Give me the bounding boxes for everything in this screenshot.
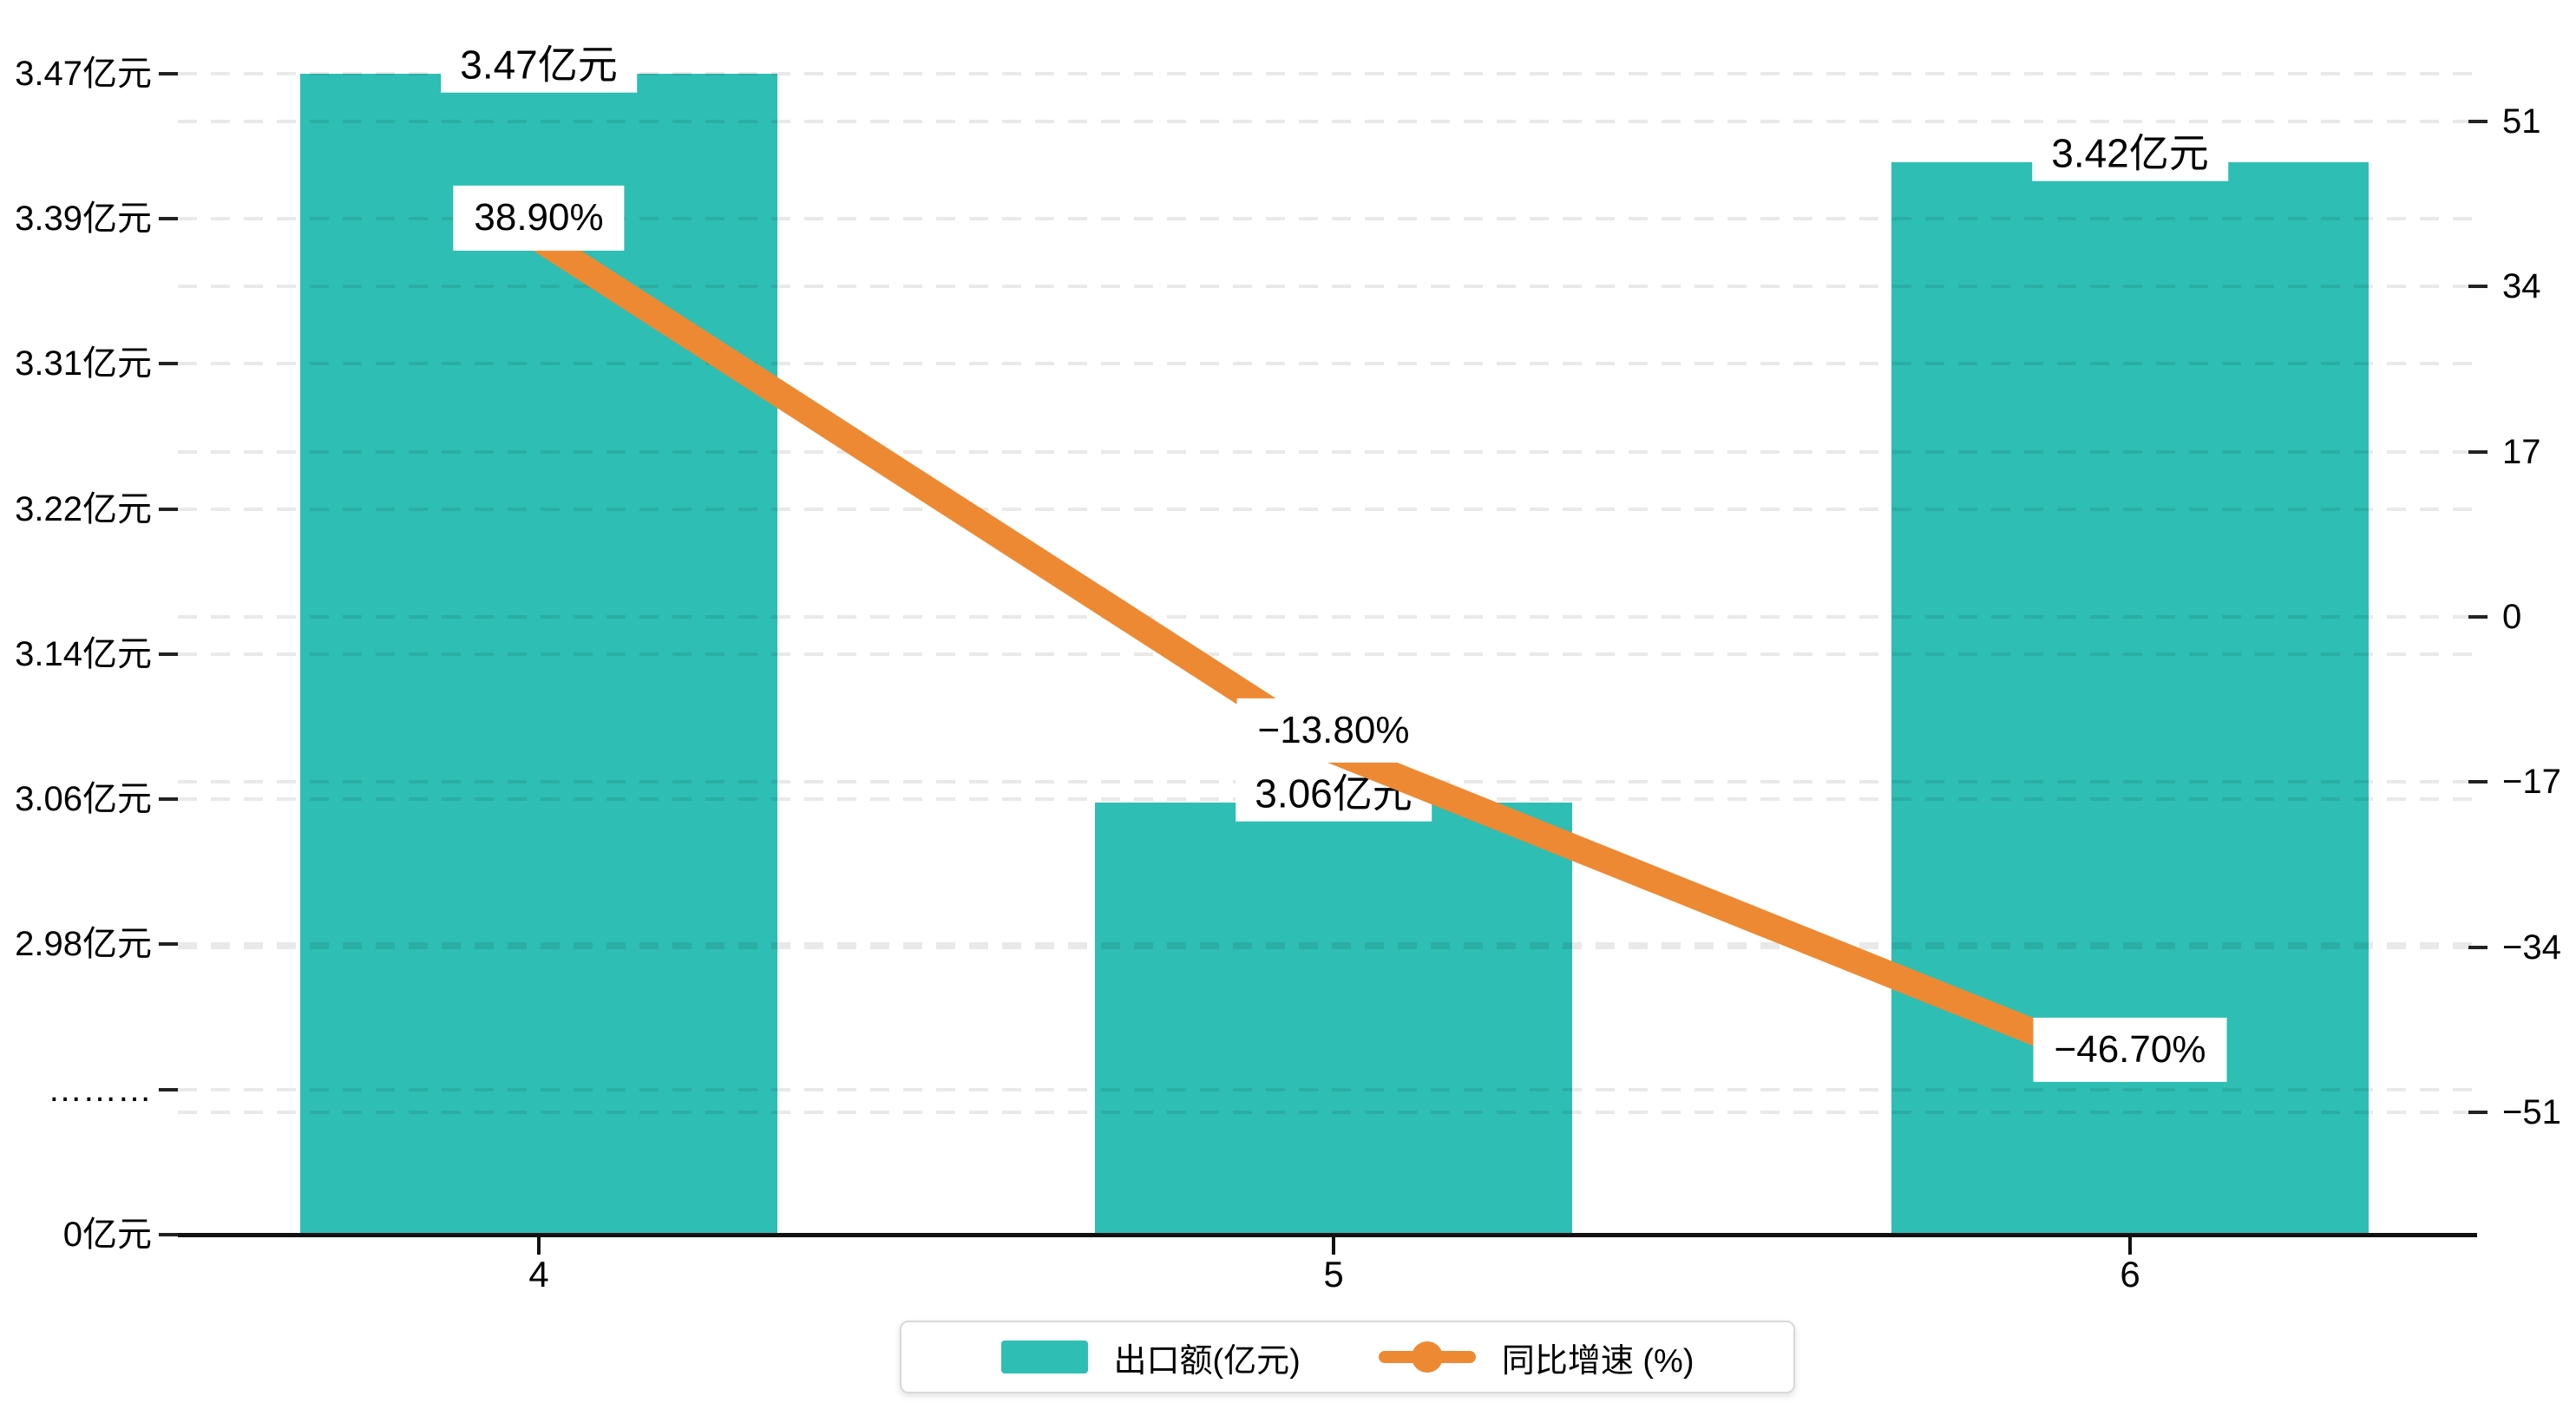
x-axis-label: 5: [1323, 1254, 1344, 1295]
left-axis-tick-label: 0亿元: [62, 1216, 152, 1254]
right-axis-tick: [2468, 119, 2488, 123]
left-axis-tick: [159, 216, 178, 220]
gridline-left-axis: [178, 652, 2477, 656]
right-axis-tick: [2468, 780, 2488, 784]
legend-dot-glyph: [1411, 1341, 1443, 1373]
gridline-right-axis: [178, 449, 2477, 454]
legend-label: 同比增速 (%): [1501, 1342, 1694, 1380]
right-axis-tick-label: 0: [2502, 598, 2522, 636]
left-axis-tick: [159, 652, 178, 656]
bar-value-label: 3.06亿元: [1236, 765, 1432, 822]
bar-value-label: 3.47亿元: [441, 36, 637, 93]
right-axis-tick-label: 17: [2502, 432, 2541, 471]
line-value-label: −46.70%: [2033, 1017, 2227, 1083]
left-axis-tick: [159, 71, 178, 75]
left-axis-tick: [159, 797, 178, 802]
x-axis-line: [178, 1233, 2477, 1237]
gridline-right-axis: [178, 119, 2477, 123]
line-value-label: −13.80%: [1236, 698, 1431, 763]
right-axis-tick: [2468, 449, 2488, 454]
gridline-right-axis: [178, 285, 2477, 289]
right-axis-tick: [2468, 945, 2488, 949]
line-series-dot-icon: [1378, 1340, 1476, 1374]
left-axis-break-label: ………: [48, 1070, 152, 1109]
x-axis-label: 4: [528, 1254, 549, 1295]
gridline-right-axis: [178, 615, 2477, 619]
legend: 出口额(亿元) 同比增速 (%): [900, 1321, 1795, 1393]
x-axis-tick: [1332, 1237, 1335, 1255]
right-axis-tick: [2468, 1111, 2488, 1115]
right-axis-tick-label: −51: [2502, 1093, 2561, 1132]
left-axis-tick-label: 3.22亿元: [15, 489, 152, 528]
left-axis-tick: [159, 507, 178, 511]
x-axis-tick: [2128, 1237, 2132, 1255]
left-axis-tick-label: 3.14亿元: [15, 634, 152, 673]
x-axis-tick: [537, 1237, 541, 1255]
right-axis-tick-label: −17: [2502, 763, 2561, 802]
gridline-left-axis: [178, 216, 2477, 220]
legend-item-line-series[interactable]: 同比增速 (%): [1378, 1334, 1694, 1381]
gridline-left-axis: [178, 362, 2477, 366]
left-axis-tick: [159, 362, 178, 366]
bar-value-label: 3.42亿元: [2032, 125, 2228, 182]
right-axis-tick-label: −34: [2502, 928, 2561, 967]
left-axis-tick: [159, 1233, 178, 1236]
bar-series-swatch-icon: [1000, 1341, 1088, 1373]
line-value-label: 38.90%: [453, 186, 625, 251]
gridline-left-axis: [178, 507, 2477, 511]
left-axis-tick-label: 3.47亿元: [15, 54, 152, 93]
left-axis-tick-label: 2.98亿元: [15, 925, 152, 964]
x-axis-label: 6: [2120, 1254, 2140, 1295]
right-axis-tick: [2468, 615, 2488, 619]
legend-item-bar-series[interactable]: 出口额(亿元): [1000, 1334, 1301, 1381]
gridline-right-axis: [178, 945, 2477, 949]
gridline-left-axis: [178, 1087, 2477, 1092]
left-axis-tick-label: 3.39亿元: [15, 199, 152, 238]
left-axis-tick: [159, 1087, 178, 1092]
legend-label: 出口额(亿元): [1113, 1342, 1301, 1380]
bar-month-5[interactable]: [1095, 802, 1572, 1235]
gridline-right-axis: [178, 1111, 2477, 1115]
right-axis-tick: [2468, 285, 2488, 289]
left-axis-tick-label: 3.31亿元: [15, 344, 152, 384]
right-axis-tick-label: 34: [2502, 267, 2541, 306]
right-axis-tick-label: 51: [2502, 102, 2541, 141]
left-axis-tick: [159, 942, 178, 947]
left-axis-tick-label: 3.06亿元: [15, 780, 152, 819]
gridline-left-axis: [178, 71, 2477, 75]
